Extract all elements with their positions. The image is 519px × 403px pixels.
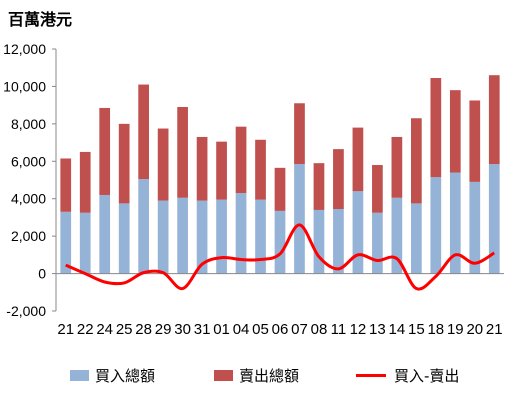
bar-buy: [391, 197, 403, 274]
bar-sell: [196, 136, 208, 201]
x-tick-label: 14: [389, 321, 406, 338]
legend: 買入總額 賣出總額 買入-賣出: [0, 362, 519, 392]
net-line: [65, 223, 496, 291]
bar-buy: [118, 203, 130, 274]
x-tick-label: 05: [252, 321, 269, 338]
legend-label-buy: 買入總額: [95, 366, 156, 385]
x-tick-label: 21: [57, 321, 74, 338]
bar-sell: [79, 151, 91, 213]
legend-item-buy: 買入總額: [70, 362, 155, 388]
y-tick-label: 8,000: [11, 116, 46, 132]
bar-sell: [333, 149, 344, 210]
bar-buy: [313, 209, 325, 274]
bar-buy: [99, 194, 111, 274]
x-tick-label: 19: [447, 321, 464, 338]
bar-sell: [313, 163, 325, 210]
x-tick-label: 06: [272, 321, 289, 338]
x-tick-label: 08: [311, 321, 328, 338]
bar-sell: [274, 167, 286, 211]
x-tick-label: 20: [466, 321, 483, 338]
x-tick-label: 12: [350, 321, 367, 338]
bar-sell: [294, 103, 305, 165]
x-tick-label: 01: [213, 321, 230, 338]
bar-buy: [274, 210, 286, 274]
y-tick-label: 12,000: [3, 41, 46, 57]
bar-sell: [469, 100, 481, 182]
x-tick-label: 28: [135, 321, 152, 338]
bar-buy: [430, 177, 442, 274]
bar-sell: [255, 139, 266, 200]
x-tick-label: 29: [155, 321, 172, 338]
x-tick-label: 15: [408, 321, 425, 338]
y-tick-label: 4,000: [11, 191, 46, 207]
x-tick-label: 30: [174, 321, 191, 338]
y-tick-label: 0: [38, 266, 46, 282]
x-tick-label: 25: [116, 321, 133, 338]
bar-sell: [391, 136, 403, 198]
bar-buy: [449, 172, 461, 274]
y-tick-label: 10,000: [3, 78, 46, 94]
bar-buy: [138, 179, 150, 274]
legend-swatch-sell: [214, 369, 233, 381]
x-tick-label: 11: [331, 321, 347, 338]
bar-buy: [333, 209, 344, 274]
bar-sell: [216, 141, 227, 200]
y-tick-label: -2,000: [6, 303, 46, 319]
legend-swatch-buy: [70, 369, 89, 381]
plot-area: -2,000 0 2,000 4,000 6,000 8,000 10,000 12,000 2…: [3, 41, 504, 338]
legend-label-sell: 賣出總額: [239, 366, 300, 385]
y-tick-label: 6,000: [11, 153, 46, 169]
bar-sell: [449, 90, 461, 173]
bar-sell: [410, 118, 422, 204]
bar-buy: [352, 191, 364, 274]
x-tick-label: 31: [194, 321, 211, 338]
bar-buy: [255, 199, 266, 274]
bar-buy: [157, 200, 169, 274]
x-tick-label: 04: [233, 321, 250, 338]
bar-buy: [372, 212, 383, 274]
x-tick-label: 21: [486, 321, 503, 338]
bar-buy: [410, 203, 422, 274]
bar-sell: [138, 84, 150, 180]
bar-sell: [60, 158, 72, 212]
bar-buy: [488, 164, 500, 274]
bar-buy: [469, 181, 481, 274]
y-axis-unit-label: 百萬港元: [8, 10, 73, 29]
bar-sell: [430, 78, 442, 178]
bar-sell: [99, 107, 111, 195]
legend-label-net: 買入-賣出: [394, 366, 460, 385]
x-tick-label: 13: [369, 321, 386, 338]
bar-buy: [235, 193, 247, 274]
bar-buy: [294, 164, 305, 274]
bar-buy: [216, 199, 227, 274]
bar-buy: [196, 200, 208, 274]
x-tick-label: 18: [427, 321, 444, 338]
bar-buy: [60, 211, 72, 274]
bar-sell: [118, 123, 130, 204]
x-tick-label: 22: [77, 321, 94, 338]
bar-sell: [157, 128, 169, 201]
legend-item-net: 買入-賣出: [356, 362, 459, 388]
legend-item-sell: 賣出總額: [214, 362, 299, 388]
y-tick-label: 2,000: [11, 228, 46, 244]
bar-sell: [488, 75, 500, 165]
bar-sell: [352, 127, 364, 192]
bar-buy: [177, 197, 188, 274]
bar-buy: [79, 212, 91, 274]
bar-sell: [372, 165, 383, 213]
x-tick-label: 24: [96, 321, 113, 338]
bar-sell: [177, 107, 188, 198]
x-tick-label: 07: [291, 321, 308, 338]
bar-sell: [235, 126, 247, 194]
legend-swatch-net: [356, 373, 386, 377]
